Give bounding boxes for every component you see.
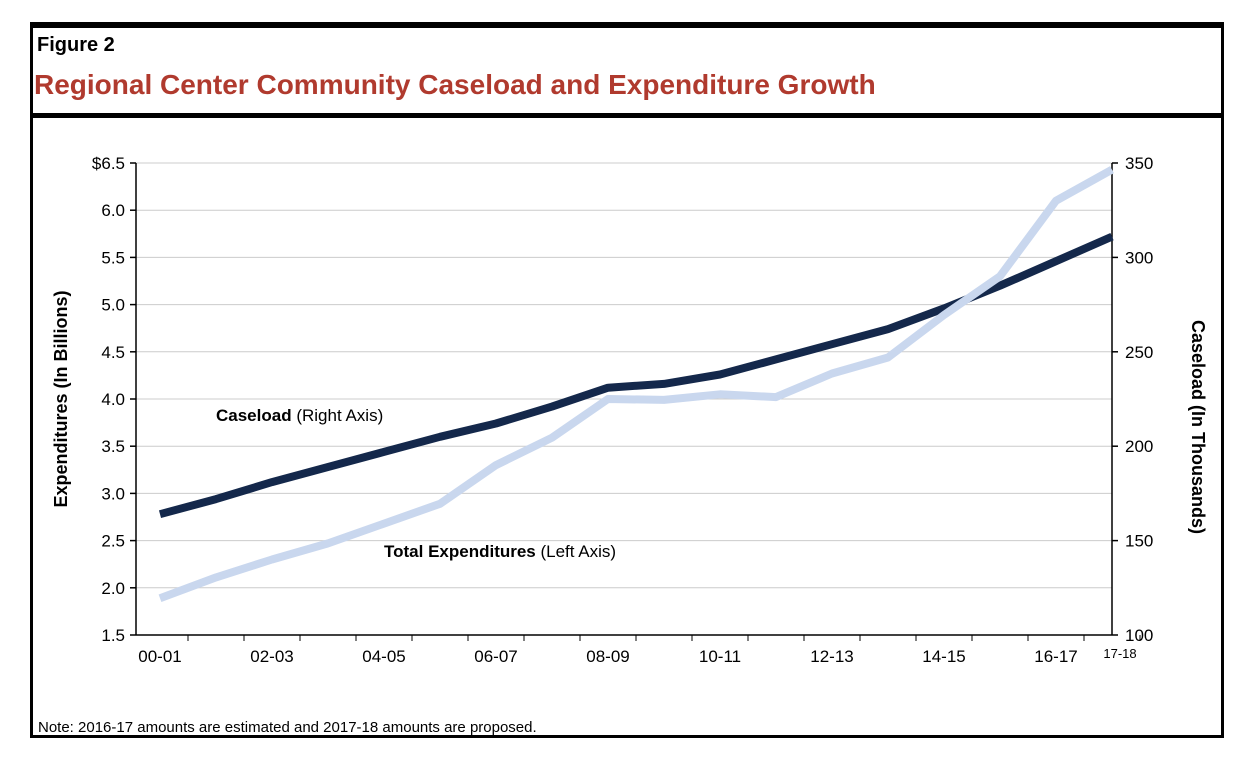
- gridlines: [136, 162, 1112, 589]
- y-right-tick-label: 200: [1125, 437, 1153, 456]
- x-tick-label: 08-09: [586, 647, 629, 666]
- series-lines: [158, 166, 1114, 602]
- y-left-tick-label: $6.5: [92, 154, 125, 173]
- y-left-tick-label: 3.5: [101, 437, 125, 456]
- y-left-tick-label: 2.5: [101, 532, 125, 551]
- x-tick-label: 10-11: [699, 647, 741, 666]
- y-right-tick-label: 350: [1125, 154, 1153, 173]
- figure-label: Figure 2: [37, 34, 115, 56]
- series-annotation-axis: (Left Axis): [536, 542, 616, 561]
- y-left-tick-label: 2.0: [101, 579, 125, 598]
- axes: [130, 162, 1141, 641]
- y-left-tick-label: 6.0: [101, 201, 125, 220]
- x-tick-label: 04-05: [362, 647, 405, 666]
- x-tick-label: 17-18: [1103, 646, 1136, 661]
- x-tick-label: 16-17: [1034, 647, 1077, 666]
- y-left-tick-label: 1.5: [101, 626, 125, 645]
- series-annotation-axis: (Right Axis): [292, 406, 384, 425]
- series-annotation-name: Total Expenditures: [384, 542, 536, 561]
- y-right-tick-label: 150: [1125, 532, 1153, 551]
- figure-note: Note: 2016-17 amounts are estimated and …: [38, 719, 537, 736]
- y-right-tick-label: 100: [1125, 626, 1153, 645]
- y-left-tick-label: 5.0: [101, 296, 125, 315]
- top-rule: [30, 22, 1224, 28]
- x-tick-label: 14-15: [922, 647, 965, 666]
- y-left-tick-label: 3.0: [101, 484, 125, 503]
- y-right-axis-title: Caseload (In Thousands): [1188, 320, 1208, 534]
- title-rule: [30, 113, 1224, 118]
- x-tick-label: 12-13: [810, 647, 853, 666]
- y-left-tick-label: 4.5: [101, 343, 125, 362]
- x-tick-label: 06-07: [474, 647, 517, 666]
- y-left-tick-label: 4.0: [101, 390, 125, 409]
- y-right-tick-label: 250: [1125, 343, 1153, 362]
- figure-frame: [30, 28, 1224, 738]
- y-left-axis-title: Expenditures (In Billions): [51, 290, 71, 507]
- expenditures-line: [158, 166, 1114, 602]
- series-annotation-name: Caseload: [216, 406, 292, 425]
- y-right-tick-label: 300: [1125, 248, 1153, 267]
- chart-labels: 1.5 2.0 2.5 3.0 3.5 4.0 4.5 5.0 5.5 6.0 $6.5 100 150…: [51, 154, 1208, 666]
- figure-title: Regional Center Community Caseload and E…: [34, 69, 876, 100]
- y-left-tick-label: 5.5: [101, 248, 125, 267]
- caseload-line: [158, 232, 1114, 519]
- series-annotation: Caseload (Right Axis): [216, 406, 383, 425]
- series-annotation: Total Expenditures (Left Axis): [384, 542, 616, 561]
- x-tick-label: 02-03: [250, 647, 293, 666]
- x-tick-label: 00-01: [138, 647, 181, 666]
